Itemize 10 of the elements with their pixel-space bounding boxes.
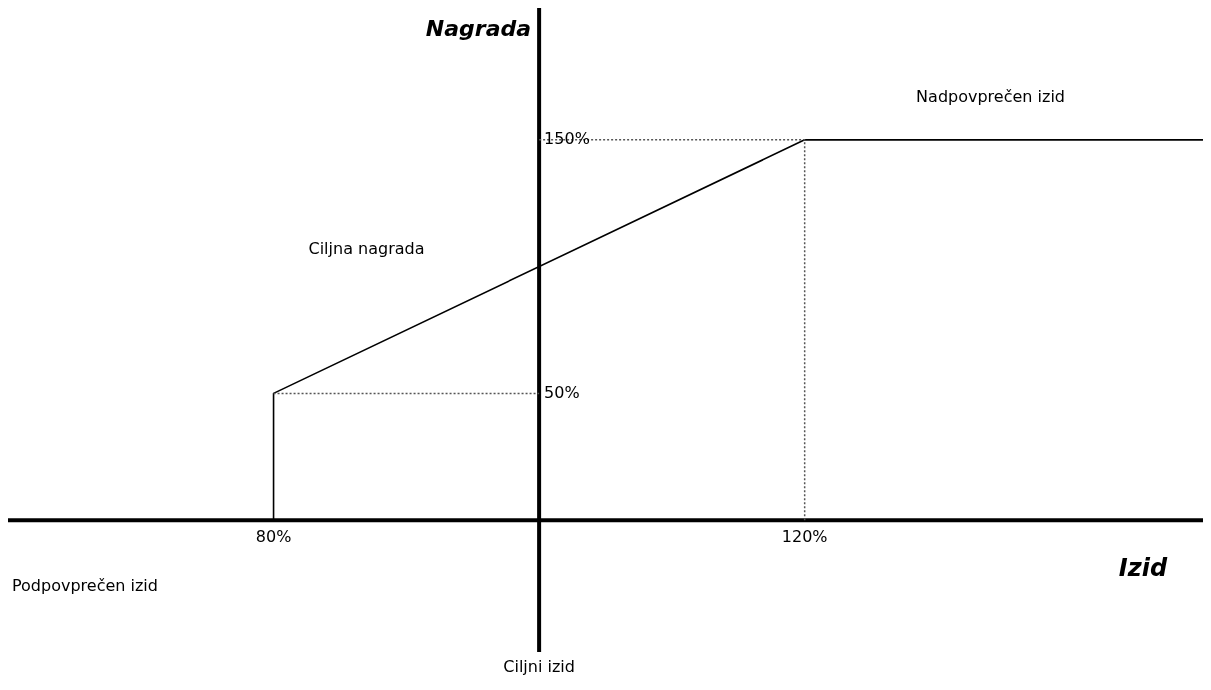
x-tick-label: 120% [781,527,828,547]
x-axis-title: Izid [1118,554,1168,583]
y-tick-label: 50% [544,382,580,402]
y-tick-label: 150% [544,129,590,149]
y-axis-title: Nagrada [425,16,532,41]
x-tick-label: 80% [255,527,292,547]
annotation: Nadpovprečen izid [916,86,1065,106]
ref-line-label: Ciljni izid [503,657,575,676]
annotation: Podpovprečen izid [11,576,158,596]
annotation: Ciljna nagrada [308,238,425,258]
